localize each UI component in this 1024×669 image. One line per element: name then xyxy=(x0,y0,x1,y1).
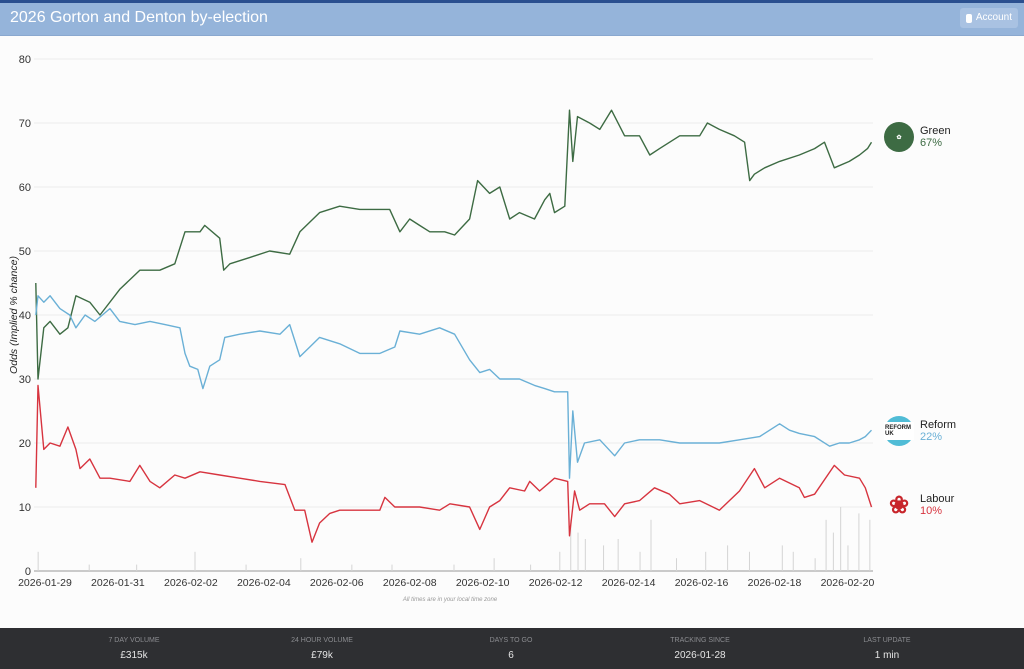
volume-bar xyxy=(584,539,586,571)
volume-bar xyxy=(136,564,138,571)
legend-green: ✿ Green 67% xyxy=(884,122,951,152)
database-icon xyxy=(965,13,972,23)
stat-label: Days to go xyxy=(489,637,533,644)
x-tick-label: 2026-02-12 xyxy=(529,577,583,589)
top-strip xyxy=(0,0,1024,3)
volume-bar xyxy=(559,551,561,571)
series-line-green xyxy=(35,109,873,380)
y-tick-label: 60 xyxy=(19,182,31,194)
x-tick-label: 2026-02-14 xyxy=(602,577,656,589)
legend-pct: 67% xyxy=(920,137,943,149)
volume-bar xyxy=(194,551,196,571)
stat-tracking-since: Tracking since 2026-01-28 xyxy=(600,637,800,661)
volume-bar xyxy=(781,545,783,571)
stat-label: Tracking since xyxy=(670,637,730,644)
x-tick-label: 2026-02-02 xyxy=(164,577,218,589)
volume-bar xyxy=(577,532,579,571)
volume-bar xyxy=(825,519,827,571)
x-tick-label: 2026-02-04 xyxy=(237,577,291,589)
volume-bar xyxy=(617,539,619,571)
stat-24-hour-volume: 24 Hour Volume £79k xyxy=(222,637,422,661)
legend-name: Reform xyxy=(920,419,957,431)
volume-bar xyxy=(300,558,302,571)
legend-labour: ❀ Labour 10% xyxy=(884,490,954,520)
volume-bar xyxy=(832,532,834,571)
stat-7-day-volume: 7 Day Volume £315k xyxy=(34,637,234,661)
y-tick-label: 40 xyxy=(19,310,31,322)
x-tick-label: 2026-02-06 xyxy=(310,577,364,589)
y-tick-label: 0 xyxy=(25,566,31,578)
y-tick-label: 10 xyxy=(19,502,31,514)
volume-bar xyxy=(351,564,353,571)
odds-chart[interactable]: 0 10 20 30 40 50 60 70 80 2026-01-29 2026-01-31 202… xyxy=(0,36,1024,606)
y-tick-label: 20 xyxy=(19,438,31,450)
x-tick-label: 2026-02-08 xyxy=(383,577,437,589)
volume-bar xyxy=(391,564,393,571)
series-line-reform xyxy=(35,295,873,479)
stat-value: £79k xyxy=(311,650,333,661)
green-party-logo-icon: ✿ xyxy=(884,122,914,152)
volume-bar xyxy=(869,519,871,571)
account-label: Account xyxy=(975,12,1012,23)
account-button[interactable]: Account xyxy=(959,8,1018,28)
reform-logo-icon: REFORM UK xyxy=(884,416,914,446)
volume-bar xyxy=(847,545,849,571)
x-tick-label: 2026-01-31 xyxy=(91,577,145,589)
x-tick-label: 2026-02-20 xyxy=(821,577,875,589)
volume-bar xyxy=(88,564,90,571)
volume-bar xyxy=(792,551,794,571)
volume-bar xyxy=(748,551,750,571)
stat-label: 24 Hour Volume xyxy=(291,637,353,644)
legend-reform: REFORM UK Reform 22% xyxy=(884,416,956,446)
stat-value: 1 min xyxy=(874,650,900,661)
volume-bar xyxy=(705,551,707,571)
page-title: 2026 Gorton and Denton by-election xyxy=(10,9,268,26)
volume-bar xyxy=(676,558,678,571)
y-axis-label: Odds (Implied % chance) xyxy=(8,256,20,374)
y-tick-label: 70 xyxy=(19,118,31,130)
header: 2026 Gorton and Denton by-election Accou… xyxy=(0,3,1024,36)
volume-bar xyxy=(570,519,572,571)
x-tick-label: 2026-02-18 xyxy=(748,577,802,589)
x-tick-label: 2026-01-29 xyxy=(18,577,72,589)
timezone-note: All times are in your local time zone xyxy=(402,597,498,603)
y-tick-label: 30 xyxy=(19,374,31,386)
volume-bar xyxy=(453,564,455,571)
volume-bar xyxy=(814,558,816,571)
legend-name: Labour xyxy=(920,493,955,505)
legend-pct: 10% xyxy=(920,505,943,517)
volume-bar xyxy=(245,564,247,571)
stat-value: 2026-01-28 xyxy=(674,650,726,661)
stat-value: 6 xyxy=(508,650,514,661)
stat-value: £315k xyxy=(120,650,148,661)
volume-bar xyxy=(530,564,532,571)
volume-bar xyxy=(603,545,605,571)
labour-rose-icon: ❀ xyxy=(888,491,910,519)
x-tick-label: 2026-02-16 xyxy=(675,577,729,589)
x-tick-label: 2026-02-10 xyxy=(456,577,510,589)
volume-bar xyxy=(493,558,495,571)
y-tick-label: 80 xyxy=(19,54,31,66)
reform-logo-text: REFORM UK xyxy=(884,422,914,440)
series-line-labour xyxy=(35,384,873,543)
volume-bar xyxy=(727,545,729,571)
volume-bar xyxy=(858,513,860,571)
stat-days-to-go: Days to go 6 xyxy=(411,637,611,661)
legend-name: Green xyxy=(920,125,951,137)
volume-bar xyxy=(650,519,652,571)
volume-bar xyxy=(639,551,641,571)
y-tick-label: 50 xyxy=(19,246,31,258)
volume-bar xyxy=(37,551,39,571)
stat-label: Last update xyxy=(863,637,911,644)
stat-last-update: Last update 1 min xyxy=(787,637,987,661)
stats-footer: 7 Day Volume £315k 24 Hour Volume £79k Day… xyxy=(0,628,1024,669)
legend-pct: 22% xyxy=(920,431,943,443)
stat-label: 7 Day Volume xyxy=(108,637,160,644)
volume-bar xyxy=(840,507,842,571)
